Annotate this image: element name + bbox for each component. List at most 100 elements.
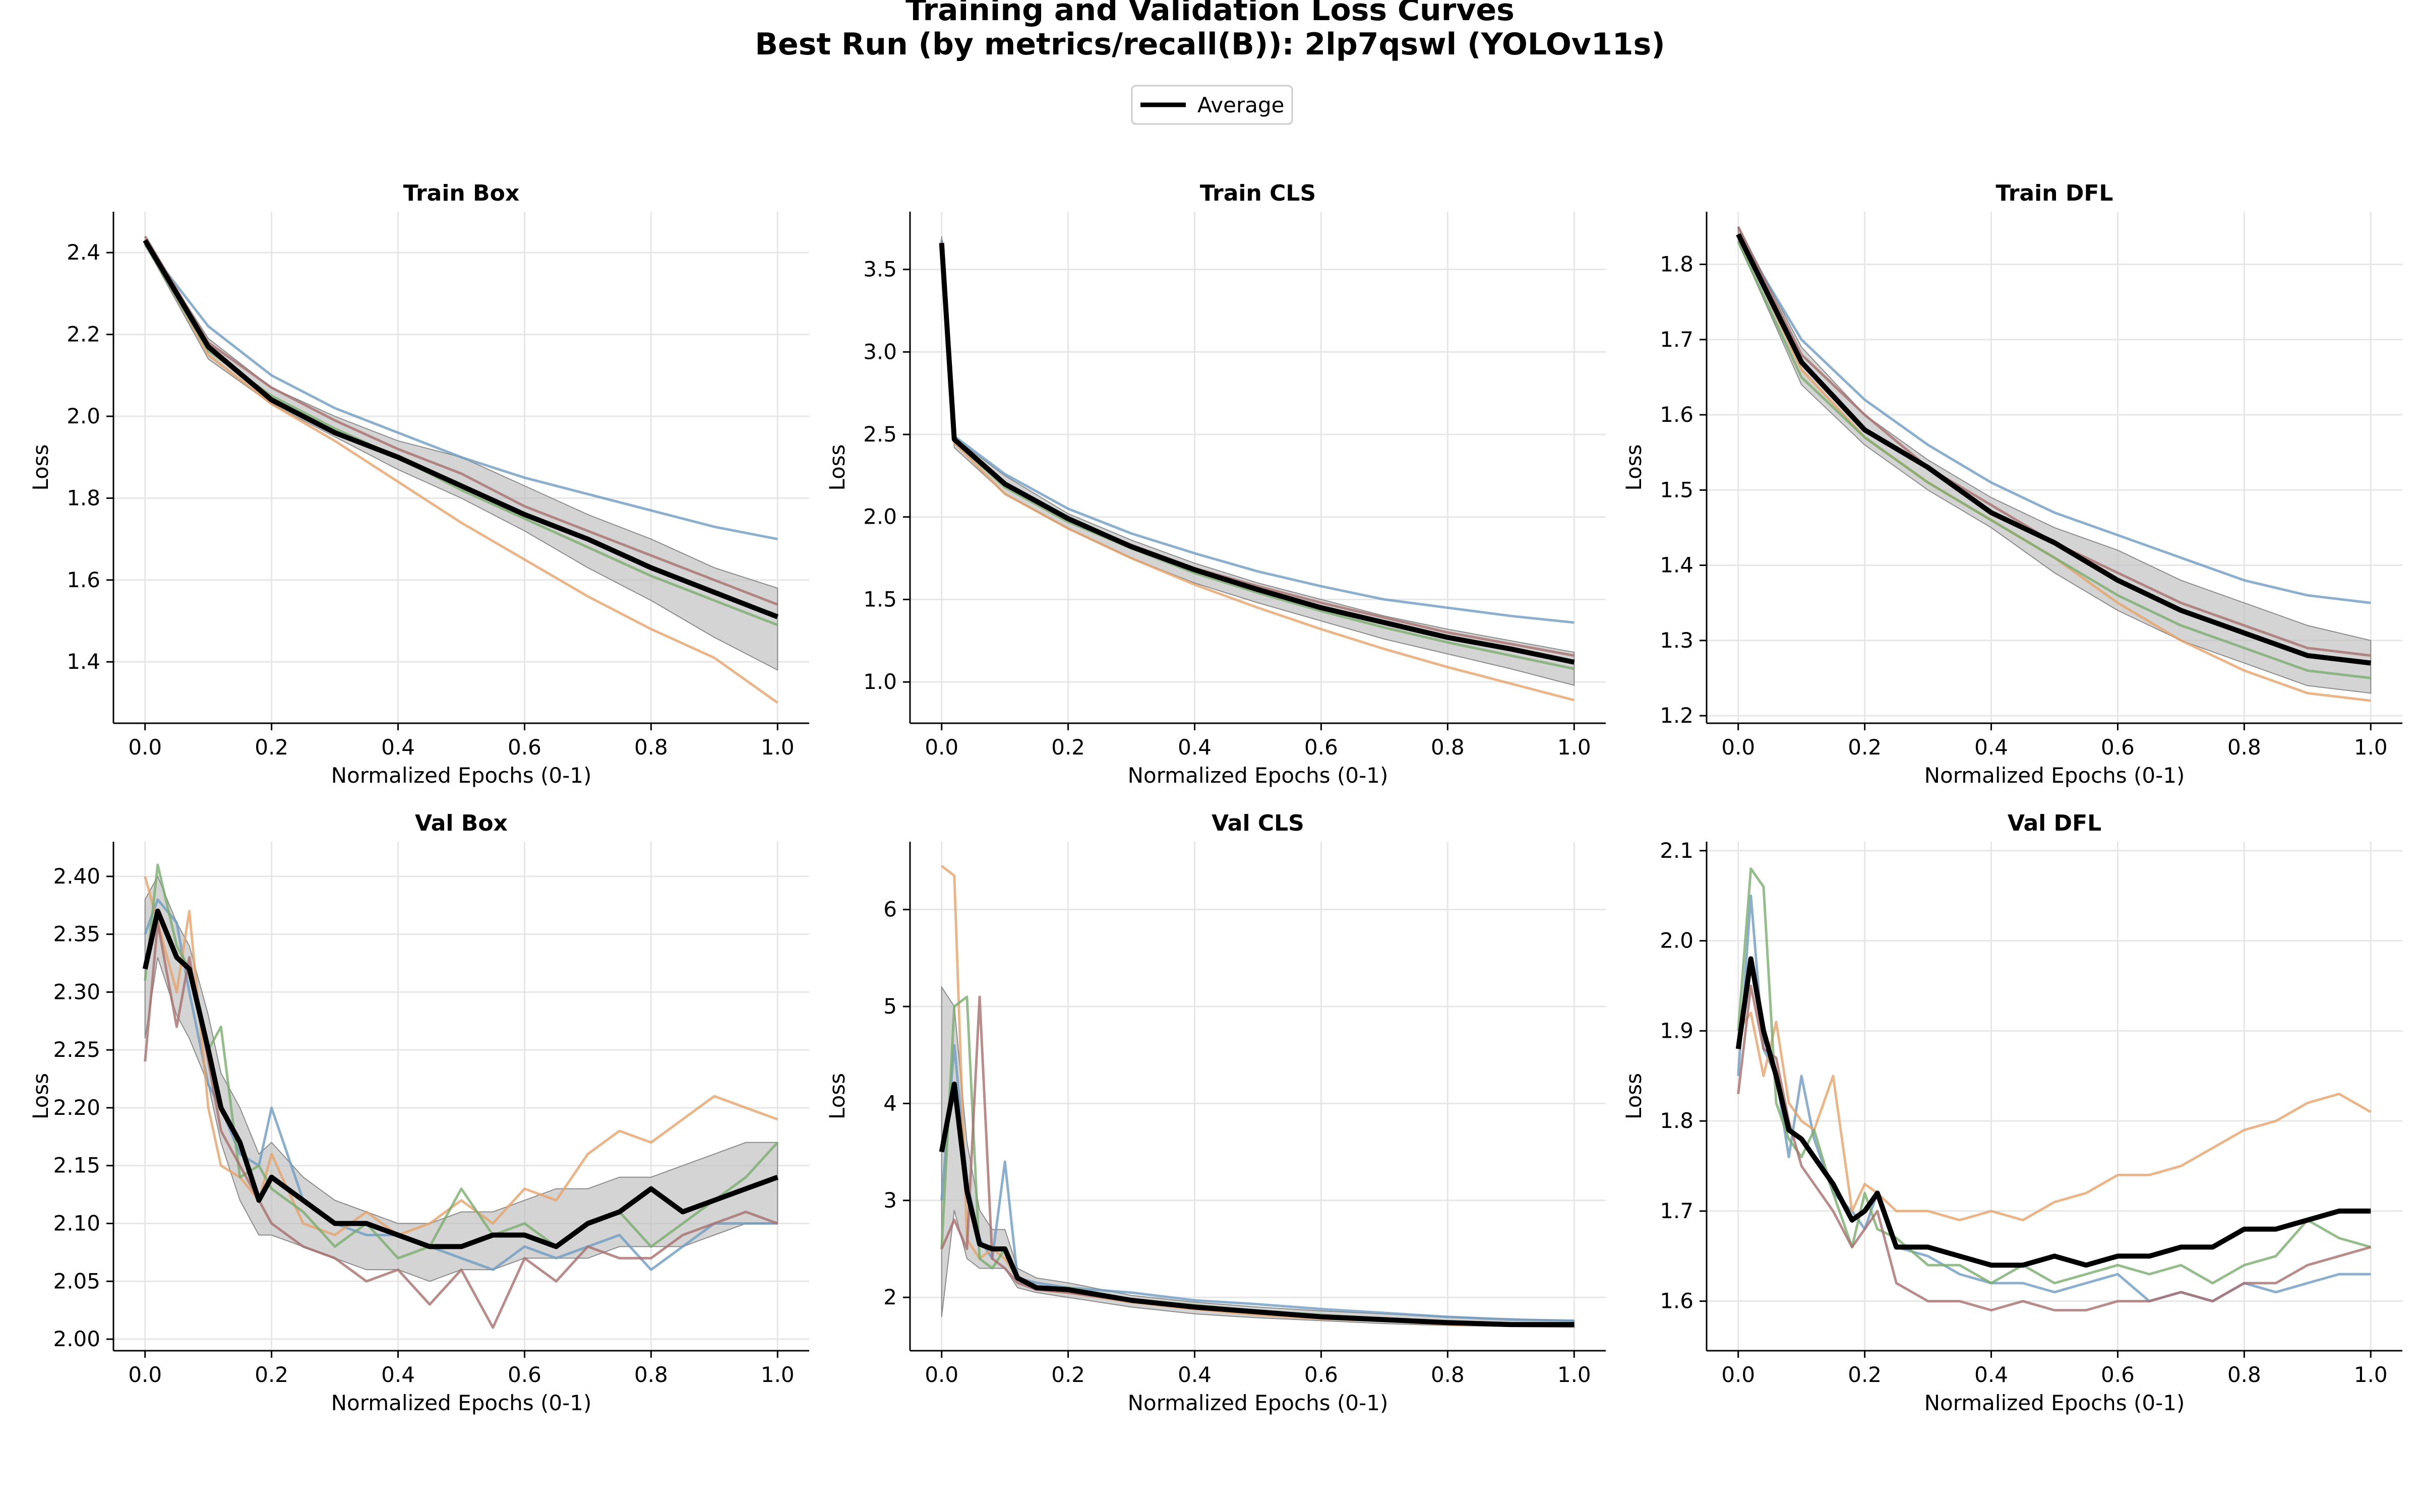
x-tick-label-4: 0.8 (634, 1362, 668, 1387)
x-tick-label-5: 1.0 (1557, 1362, 1591, 1387)
subplot-val-dfl: 0.0 0.2 0.4 0.6 0.8 1.0 1.6 1.7 1.8 1.9 2.0 2.1 Val … (1621, 810, 2402, 1415)
average-line (1736, 233, 2371, 666)
y-tick-label-0: 1.6 (1660, 1289, 1693, 1313)
y-tick-label-5: 2.25 (53, 1037, 100, 1062)
subplot-title: Val DFL (2008, 810, 2101, 836)
y-tick-label-4: 2.2 (67, 322, 100, 347)
run-line-1 (1737, 233, 2371, 604)
subplot-title: Train DFL (1996, 180, 2113, 206)
run-line-2 (940, 244, 1575, 702)
x-tick-label-2: 0.4 (1178, 735, 1212, 760)
y-tick-label-5: 1.7 (1660, 327, 1693, 352)
y-axis-label: Loss (1621, 1073, 1646, 1119)
subplot-title: Train CLS (1200, 180, 1316, 206)
run-line-2 (144, 239, 778, 704)
y-tick-label-1: 2.05 (53, 1269, 100, 1293)
y-tick-label-3: 1.9 (1660, 1018, 1693, 1043)
y-tick-label-0: 1.2 (1660, 703, 1693, 728)
x-tick-label-5: 1.0 (2354, 1362, 2388, 1387)
y-tick-label-0: 1.0 (863, 669, 897, 694)
y-axis-label: Loss (825, 444, 850, 490)
y-tick-label-1: 1.7 (1660, 1199, 1693, 1223)
y-tick-label-4: 3.0 (863, 339, 897, 364)
average-line (939, 1082, 1575, 1328)
run-line-1 (144, 243, 778, 541)
y-axis-label: Loss (825, 1073, 850, 1119)
y-tick-label-1: 1.5 (863, 587, 897, 611)
x-axis-label: Normalized Epochs (0-1) (331, 1391, 592, 1415)
y-tick-label-7: 2.35 (53, 922, 100, 947)
y-tick-label-3: 5 (883, 994, 897, 1019)
y-axis-label: Loss (1621, 444, 1646, 490)
average-line (939, 242, 1575, 665)
x-tick-label-2: 0.4 (1974, 735, 2008, 760)
y-tick-label-2: 2.10 (53, 1211, 100, 1236)
y-tick-label-2: 4 (883, 1091, 897, 1115)
x-tick-label-3: 0.6 (508, 735, 541, 760)
y-tick-label-4: 2.0 (1660, 928, 1693, 953)
x-tick-label-2: 0.4 (1974, 1362, 2008, 1387)
subplot-title: Train Box (403, 180, 519, 206)
legend-frame (1131, 85, 1293, 125)
y-tick-label-3: 1.5 (1660, 477, 1693, 502)
x-tick-label-0: 0.0 (1721, 1362, 1755, 1387)
x-tick-label-3: 0.6 (508, 1362, 541, 1387)
x-axis-label: Normalized Epochs (0-1) (1924, 1391, 2185, 1415)
run-line-3 (1737, 241, 2371, 679)
y-tick-label-1: 3 (883, 1188, 897, 1213)
y-tick-label-3: 2.0 (67, 404, 100, 428)
subplot-train-box: 0.0 0.2 0.4 0.6 0.8 1.0 1.4 1.6 1.8 2.0 2.2 2.4 Trai… (28, 180, 809, 788)
y-tick-label-0: 1.4 (67, 649, 100, 674)
x-tick-label-0: 0.0 (128, 735, 162, 760)
x-tick-label-0: 0.0 (925, 735, 958, 760)
x-tick-label-4: 0.8 (634, 735, 668, 760)
figure-title-line1: Training and Validation Loss Curves (905, 0, 1515, 28)
x-tick-label-1: 0.2 (255, 735, 288, 760)
y-tick-label-1: 1.3 (1660, 628, 1693, 653)
y-tick-label-2: 2.0 (863, 505, 897, 529)
x-tick-label-1: 0.2 (1051, 1362, 1085, 1387)
y-tick-label-4: 2.20 (53, 1095, 100, 1120)
x-tick-label-3: 0.6 (1304, 1362, 1338, 1387)
legend-average-label: Average (1197, 93, 1284, 117)
x-axis-label: Normalized Epochs (0-1) (331, 763, 592, 788)
x-tick-label-1: 0.2 (1051, 735, 1085, 760)
x-tick-label-3: 0.6 (2101, 1362, 2135, 1387)
x-tick-label-4: 0.8 (2227, 1362, 2261, 1387)
std-band (1737, 226, 2372, 694)
y-axis-label: Loss (28, 444, 53, 490)
x-axis-label: Normalized Epochs (0-1) (1128, 763, 1388, 788)
y-tick-label-2: 1.4 (1660, 553, 1693, 578)
average-line (143, 239, 779, 619)
subplot-train-dfl: 0.0 0.2 0.4 0.6 0.8 1.0 1.2 1.3 1.4 1.5 1.6 1.7 1.8 T… (1621, 180, 2402, 788)
x-tick-label-5: 1.0 (1557, 735, 1591, 760)
x-tick-label-5: 1.0 (761, 735, 795, 760)
y-tick-label-8: 2.40 (53, 864, 100, 889)
x-tick-label-5: 1.0 (761, 1362, 795, 1387)
y-tick-label-6: 2.30 (53, 979, 100, 1004)
figure-title-line2: Best Run (by metrics/recall(B)): 2lp7qsw… (755, 27, 1665, 62)
y-tick-label-3: 2.15 (53, 1153, 100, 1178)
subplot-title: Val CLS (1212, 810, 1304, 836)
y-tick-label-4: 1.6 (1660, 402, 1693, 427)
y-tick-label-4: 6 (883, 897, 897, 922)
x-tick-label-3: 0.6 (1304, 735, 1338, 760)
run-line-2 (1737, 1012, 2372, 1222)
x-tick-label-4: 0.8 (1431, 1362, 1465, 1387)
average-line (1735, 956, 2371, 1268)
std-band (941, 985, 1575, 1328)
x-tick-label-3: 0.6 (2101, 735, 2135, 760)
y-tick-label-3: 2.5 (863, 422, 897, 447)
y-tick-label-2: 1.8 (1660, 1108, 1693, 1133)
x-axis-label: Normalized Epochs (0-1) (1128, 1391, 1388, 1415)
subplot-val-box: 0.0 0.2 0.4 0.6 0.8 1.0 2.00 2.05 2.10 2.15 2.20 2.… (28, 810, 809, 1415)
y-tick-label-2: 1.8 (67, 485, 100, 510)
x-tick-label-0: 0.0 (1721, 735, 1755, 760)
subplot-train-cls: 0.0 0.2 0.4 0.6 0.8 1.0 1.0 1.5 2.0 2.5 3.0 3.5 Trai… (825, 180, 1606, 788)
y-tick-label-0: 2 (883, 1285, 897, 1309)
y-tick-label-0: 2.00 (53, 1327, 100, 1351)
run-line-3 (1737, 867, 2371, 1285)
x-tick-label-2: 0.4 (1178, 1362, 1212, 1387)
y-tick-label-5: 2.1 (1660, 838, 1693, 863)
